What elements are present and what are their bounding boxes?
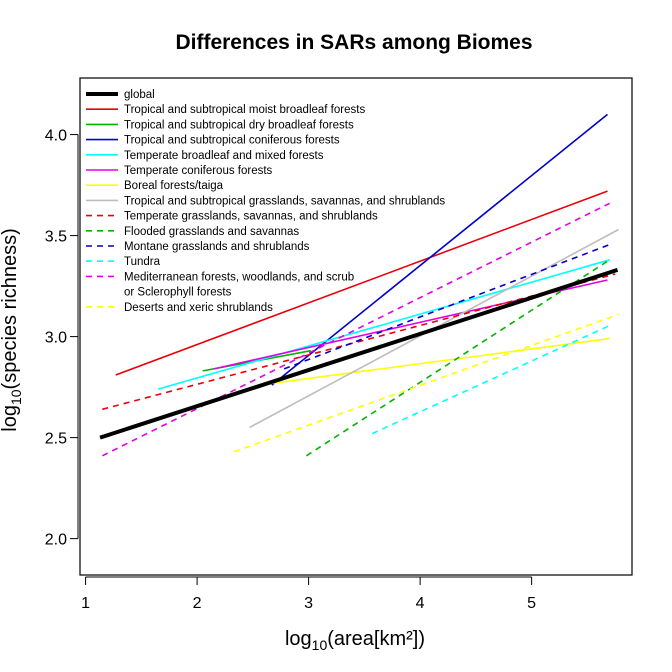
series-line: [258, 337, 610, 386]
series-line: [157, 259, 610, 390]
plot-frame: [79, 77, 633, 576]
y-tick-label: 2.0: [45, 532, 67, 549]
legend-label: global: [124, 89, 155, 101]
y-tick-label: 3.5: [45, 229, 67, 246]
series-line: [99, 267, 619, 440]
series-line: [371, 323, 613, 435]
legend-label: Montane grasslands and shrublands: [124, 241, 310, 253]
legend-label: Deserts and xeric shrublands: [124, 302, 273, 314]
chart-title: Differences in SARs among Biomes: [175, 31, 532, 54]
x-axis-label-sub: 10: [312, 637, 328, 653]
y-axis-label-rest: (species richness): [0, 228, 21, 389]
x-axis-label-rest: (area[km²]): [327, 628, 425, 650]
legend-label: Flooded grasslands and savannas: [124, 226, 299, 238]
y-axis-label-base: log: [0, 405, 21, 432]
x-tick-label: 1: [81, 595, 90, 612]
series-line: [305, 259, 611, 457]
x-axis: 1 2 3 4 5: [81, 576, 536, 612]
x-tick-label: 3: [304, 595, 313, 612]
legend-label: Tropical and subtropical moist broadleaf…: [124, 104, 365, 116]
legend-label: Temperate grasslands, savannas, and shru…: [124, 211, 378, 223]
legend-label: Tundra: [124, 256, 161, 268]
series-line: [115, 190, 608, 376]
x-tick-label: 2: [193, 595, 202, 612]
y-tick-label: 4.0: [45, 128, 67, 145]
legend-label: Tropical and subtropical grasslands, sav…: [124, 195, 445, 207]
series-line: [233, 313, 619, 453]
x-axis-label: log10(area[km²]): [285, 628, 425, 653]
legend-label: Tropical and subtropical coniferous fore…: [124, 135, 340, 147]
legend-label: or Sclerophyll forests: [124, 287, 232, 299]
y-axis: 2.0 2.5 3.0 3.5 4.0: [45, 128, 79, 549]
x-tick-label: 5: [527, 595, 536, 612]
y-axis-label: log10(species richness): [0, 228, 24, 431]
y-axis-label-sub: 10: [8, 389, 24, 405]
legend: global Tropical and subtropical moist bro…: [86, 89, 445, 314]
legend-label: Temperate broadleaf and mixed forests: [124, 150, 324, 162]
x-axis-label-base: log: [285, 628, 312, 650]
series-line: [283, 242, 613, 370]
x-tick-label: 4: [416, 595, 425, 612]
legend-label: Tropical and subtropical dry broadleaf f…: [124, 119, 354, 131]
legend-label: Boreal forests/taiga: [124, 180, 224, 192]
y-tick-label: 3.0: [45, 330, 67, 347]
y-tick-label: 2.5: [45, 431, 67, 448]
legend-label: Temperate coniferous forests: [124, 165, 273, 177]
legend-label: Mediterranean forests, woodlands, and sc…: [124, 271, 354, 283]
series-lines: [99, 113, 619, 457]
